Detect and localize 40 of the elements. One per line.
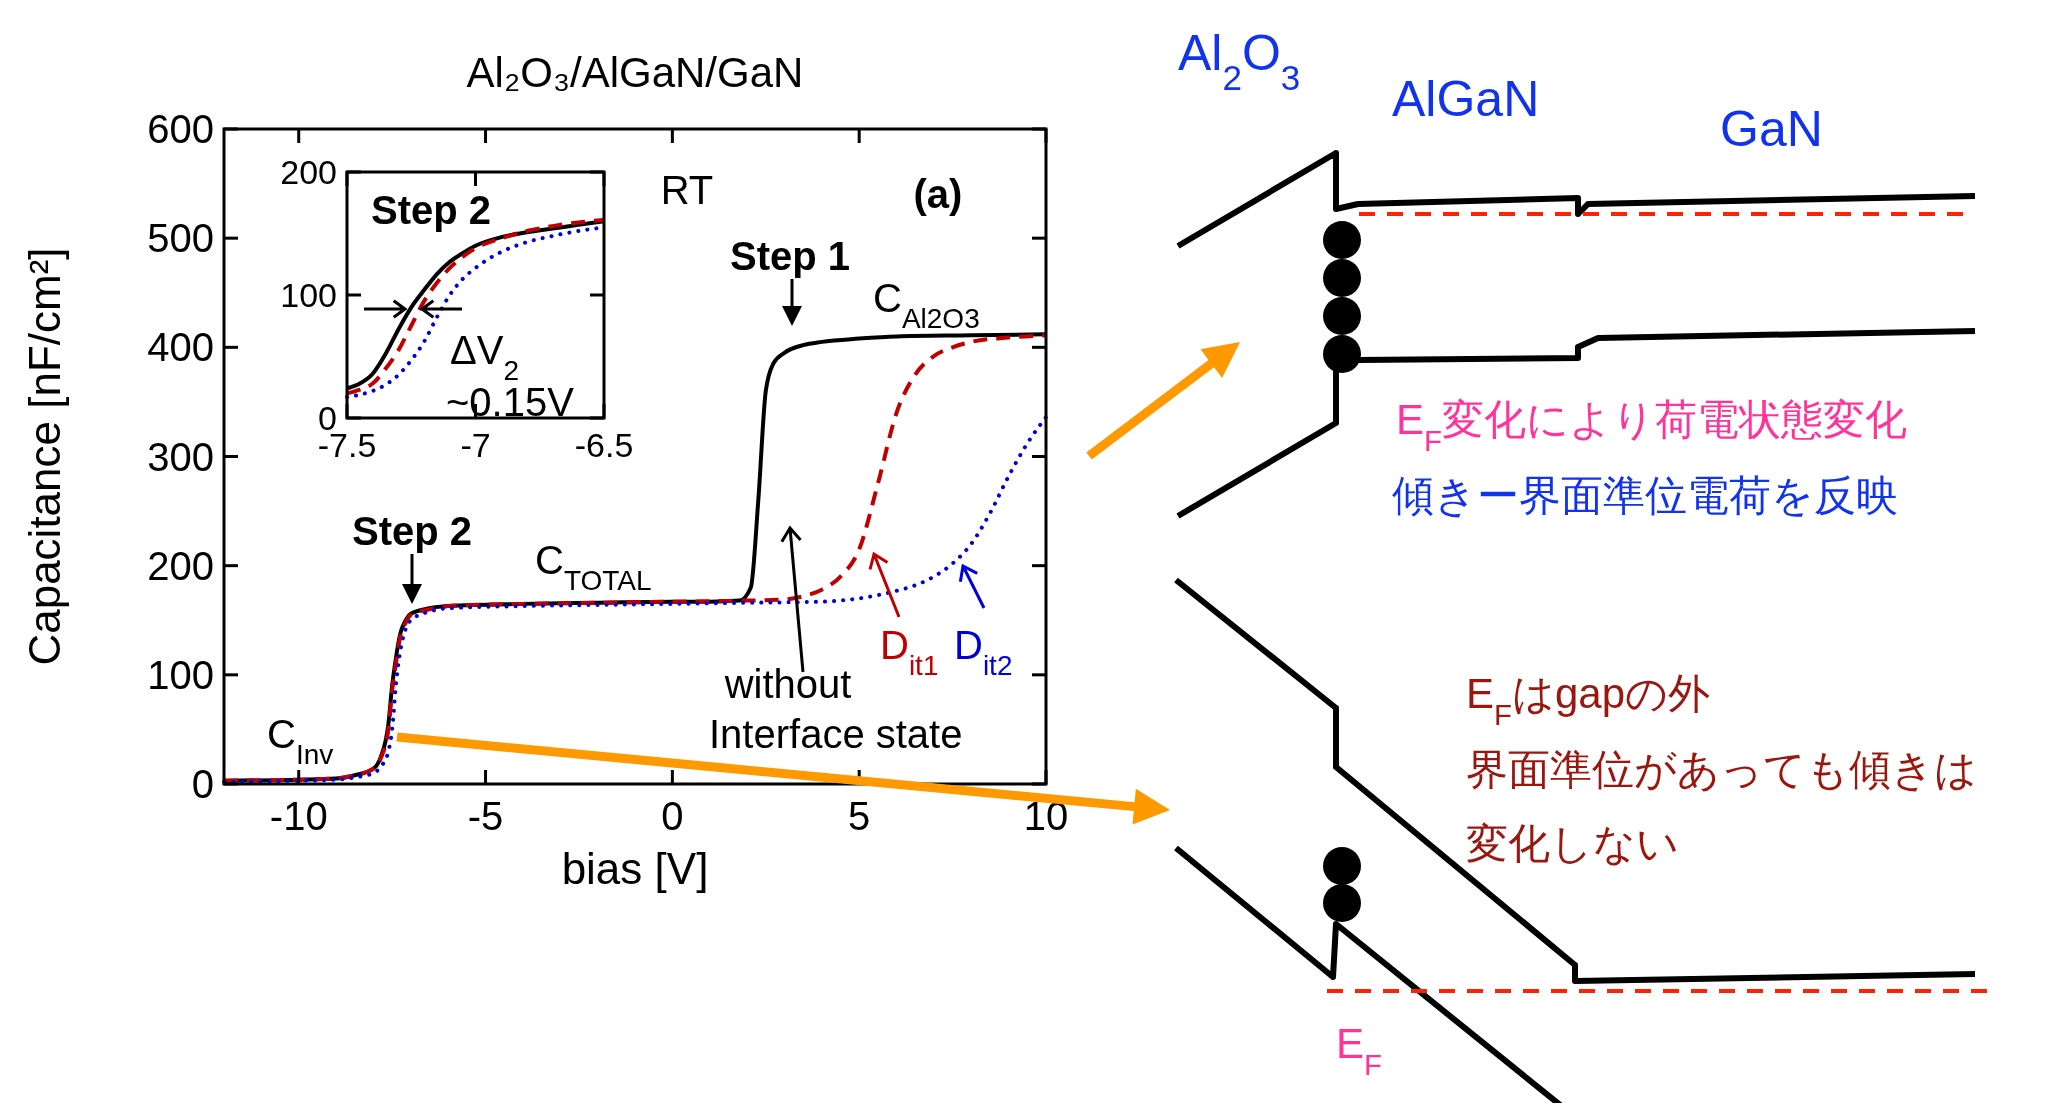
annotation: C$_{Inv}$ (267, 712, 334, 770)
text: E$_{F}$はgapの外 (1466, 670, 1711, 731)
y-tick-label: 300 (147, 434, 214, 479)
annotation: Step 2 (351, 509, 473, 553)
x-tick-label: -6.5 (574, 426, 634, 465)
text: E$_{F}$ (1336, 1020, 1382, 1081)
text: Al$_{2}$O$_{3}$ (1178, 25, 1301, 97)
y-tick-label: 200 (147, 543, 214, 588)
text: AlGaN (1392, 71, 1540, 127)
text: 界面準位があっても傾きは (1466, 746, 1977, 793)
annotation: Step 1 (729, 234, 851, 278)
x-tick-label: 0 (661, 794, 684, 838)
annotation: C$_{Al2O3}$ (873, 276, 980, 334)
annotation: Interface state (709, 712, 963, 756)
chart-title: Al₂O₃/AlGaN/GaN (466, 49, 804, 96)
annotation: Step 2 (370, 188, 492, 232)
annotation: D$_{it1}$ (880, 623, 939, 681)
annotation: D$_{it2}$ (954, 623, 1013, 681)
y-tick-label: 500 (147, 216, 214, 261)
x-tick-label: 5 (848, 794, 871, 838)
text: E$_{F}$変化により荷電状態変化 (1396, 396, 1907, 457)
x-tick-label: -7 (460, 426, 491, 465)
annotation: RT (660, 168, 714, 212)
y-tick-label: 400 (147, 325, 214, 370)
y-tick-label: 0 (191, 762, 214, 806)
annotation: (a) (913, 172, 963, 216)
annotation: C$_{TOTAL}$ (535, 538, 652, 596)
x-tick-label: -10 (269, 794, 328, 838)
x-tick-label: 10 (1023, 794, 1069, 838)
annotation: without (723, 662, 852, 706)
text: 変化しない (1466, 820, 1679, 867)
text: 傾きー界面準位電荷を反映 (1392, 472, 1898, 519)
x-tick-label: -5 (467, 794, 504, 838)
y-tick-label: 100 (280, 275, 337, 314)
y-tick-label: 200 (280, 152, 337, 191)
y-tick-label: 600 (147, 107, 214, 151)
x-axis-title: bias [V] (561, 844, 709, 893)
text: GaN (1720, 101, 1823, 157)
y-axis-title: Capacitance [nF/cm²] (20, 247, 69, 666)
y-tick-label: 100 (147, 652, 214, 697)
